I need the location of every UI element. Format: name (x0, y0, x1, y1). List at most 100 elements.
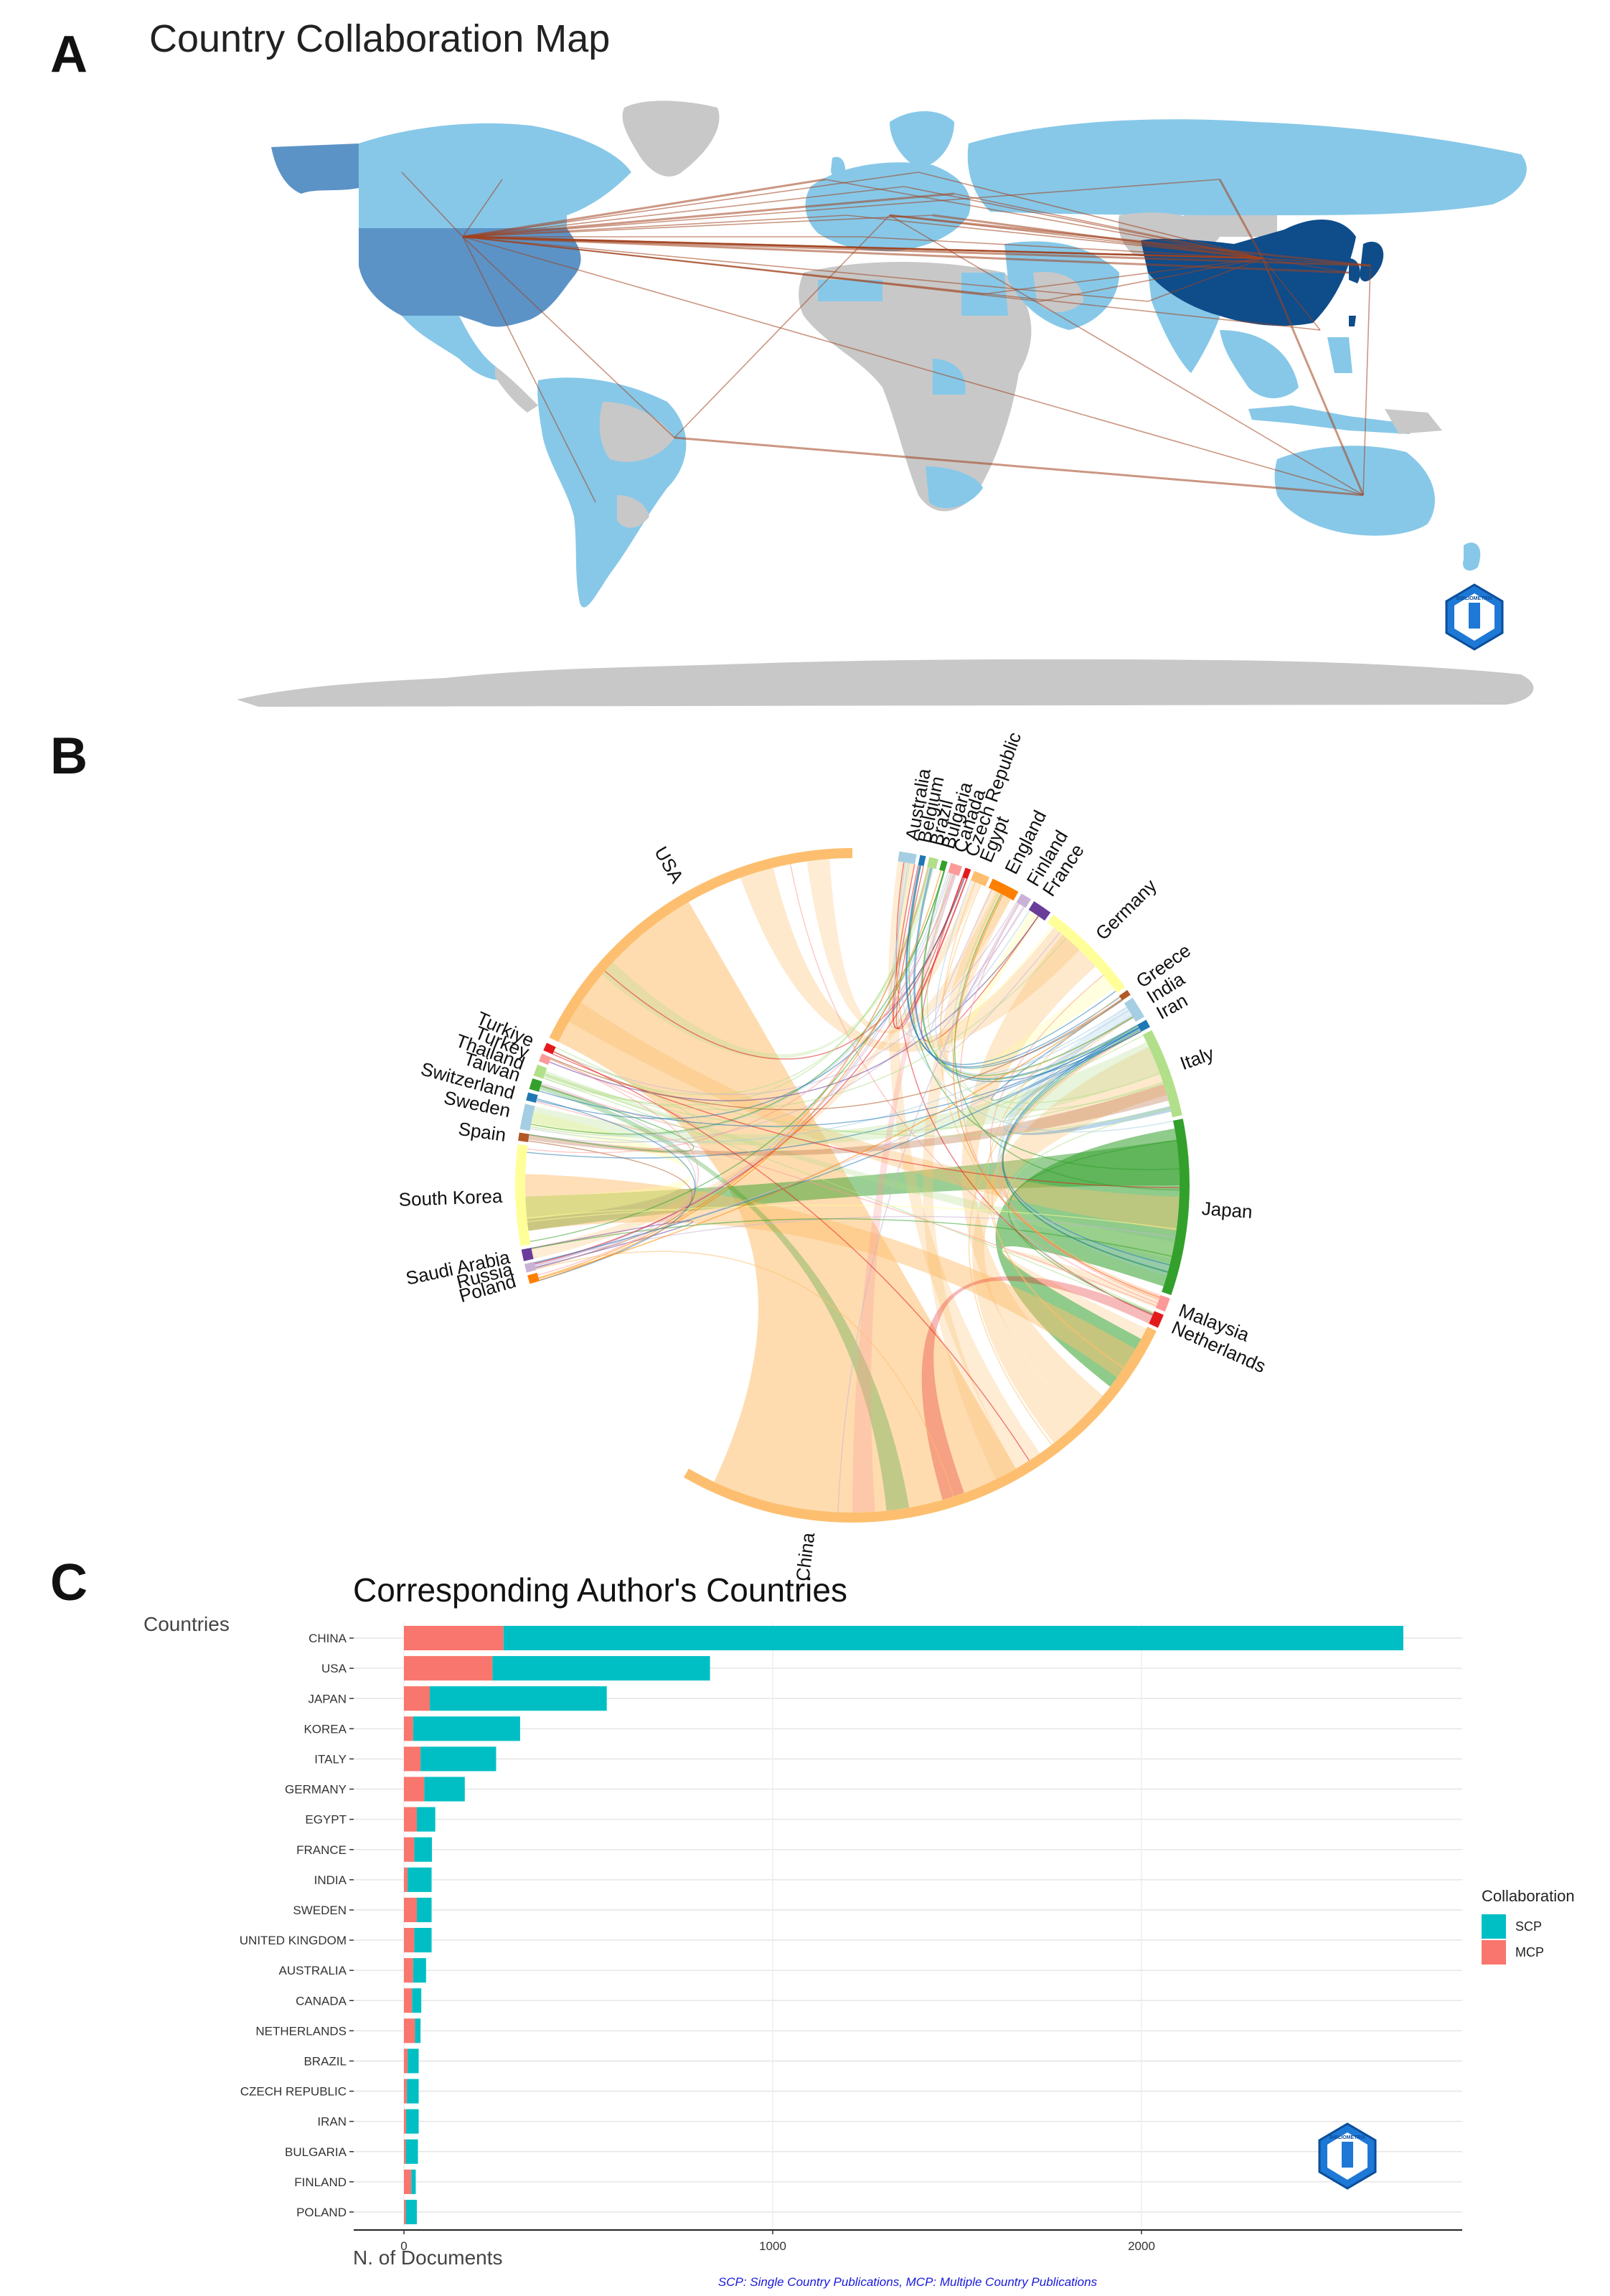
map-link (462, 236, 675, 438)
chord-link (527, 1205, 1177, 1230)
bar-scp (420, 1746, 496, 1772)
map-link (462, 215, 933, 237)
bar-scp (415, 2018, 421, 2043)
svg-text:BIBLIOMETRIX: BIBLIOMETRIX (1329, 2135, 1365, 2140)
y-tick-label: FINLAND (294, 2175, 347, 2189)
chord-sector-czech-republic (961, 867, 971, 880)
legend-swatch-mcp (1482, 1940, 1506, 1965)
chord-sector-malaysia (1155, 1294, 1170, 1312)
legend-label-mcp: MCP (1515, 1945, 1544, 1959)
chord-diagram: AustraliaBelgiumBrazilBulgariaCanadaCzec… (398, 729, 1269, 1582)
bar-mcp (404, 1746, 421, 1772)
chord-ribbons (524, 859, 1180, 1512)
bar-scp (405, 2139, 418, 2164)
chord-ribbon (958, 911, 1114, 1071)
chord-sector-japan (1162, 1119, 1190, 1296)
bar-mcp (404, 1897, 417, 1922)
y-tick-label: AUSTRALIA (279, 1964, 347, 1977)
chord-label: Spain (457, 1118, 507, 1146)
map-greenland (622, 100, 720, 177)
chord-link (537, 1058, 699, 1276)
bar-scp (414, 1928, 432, 1953)
map-philippines (1327, 337, 1352, 373)
chord-link (837, 903, 1019, 1512)
chord-ribbon (569, 1002, 1180, 1231)
map-link (462, 236, 1149, 302)
y-tick-label: KOREA (303, 1722, 347, 1736)
y-tick-label: IRAN (317, 2115, 347, 2129)
map-link (1147, 258, 1263, 302)
chord-link (534, 1215, 1176, 1264)
bar-mcp (404, 1656, 493, 1681)
bar-mcp (404, 1958, 413, 1983)
chord-link (540, 1058, 700, 1130)
bar-scp (416, 1807, 436, 1832)
map-link (674, 436, 1364, 497)
bar-chart: CHINA USA JAPAN KOREA ITALY GERMANY EGYPT FRANC… (240, 1623, 1462, 2253)
y-tick-label: ITALY (314, 1752, 347, 1766)
bar-mcp (404, 1928, 415, 1953)
bar-mcp (404, 2169, 412, 2194)
chord-link (529, 1085, 695, 1153)
bar-mcp (404, 1837, 415, 1862)
bar-mcp (404, 1716, 413, 1741)
map-uk (831, 156, 846, 180)
bibliometrix-logo: BIBLIOMETRIX (1445, 583, 1504, 651)
bar-scp (416, 1897, 432, 1922)
map-title: Country Collaboration Map (149, 17, 610, 60)
chord-sector-finland (1016, 893, 1032, 908)
bar-scp (408, 1867, 432, 1892)
bibliometrix-logo-c: BIBLIOMETRIX (1318, 2122, 1377, 2190)
chord-link (549, 916, 1039, 1101)
map-nz (1463, 542, 1481, 571)
chord-link (906, 865, 1123, 1069)
world-map (237, 100, 1534, 707)
map-link (1262, 258, 1350, 273)
map-link (462, 236, 984, 295)
map-mexico (402, 316, 502, 380)
y-axis-title: Countries (143, 1613, 230, 1635)
chord-link (935, 880, 1129, 1075)
map-link (918, 171, 1263, 259)
chord-link (921, 871, 1139, 1081)
map-link (401, 171, 463, 237)
map-link (462, 236, 596, 503)
chord-sector-turkey (539, 1053, 552, 1065)
chord-ribbon (528, 1084, 1169, 1156)
bar-scp (429, 1686, 607, 1711)
bar-scp (424, 1777, 465, 1802)
chord-link (992, 1031, 1141, 1369)
chord-link (539, 1027, 1139, 1127)
chord-link (535, 877, 964, 1265)
chord-thin-links (527, 862, 1180, 1512)
chord-sector-usa (549, 848, 852, 1043)
chord-link (531, 1220, 694, 1268)
chord-ribbon (740, 867, 1080, 1053)
map-taiwan (1349, 316, 1356, 326)
map-link (824, 179, 1263, 259)
map-sa-gray (599, 402, 674, 462)
chord-link (921, 870, 1134, 1076)
chord-sector-thailand (533, 1064, 547, 1079)
bar-mcp (404, 2018, 415, 2043)
chord-ribbon (806, 859, 1012, 1034)
chord-link (530, 871, 945, 1135)
chord-link (905, 865, 1116, 1065)
map-link (889, 215, 1364, 496)
y-tick-label: INDIA (314, 1873, 347, 1887)
y-tick-label: POLAND (296, 2206, 347, 2219)
chord-link (953, 894, 1160, 1299)
chord-link (536, 878, 965, 1119)
panel-label-b: B (50, 728, 88, 785)
map-russia (967, 119, 1527, 215)
map-link (1218, 179, 1264, 259)
chord-sector-india (1124, 997, 1145, 1022)
chord-sector-turkiye (543, 1043, 556, 1055)
bar-mcp (404, 2079, 408, 2104)
y-tick-label: BRAZIL (303, 2054, 347, 2068)
chord-link (553, 902, 1017, 1096)
chart-title: Corresponding Author's Countries (353, 1571, 847, 1609)
map-canada (359, 123, 631, 228)
map-link (889, 214, 1371, 267)
